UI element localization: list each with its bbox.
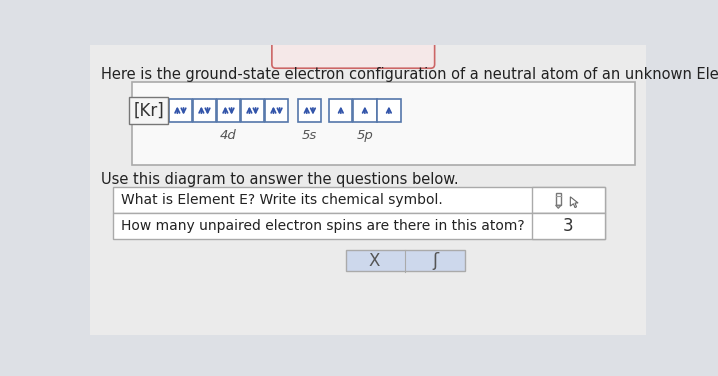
Bar (353, 99, 376, 122)
Bar (345, 250, 465, 271)
Polygon shape (556, 205, 561, 208)
Text: 5p: 5p (357, 129, 373, 142)
Text: ʃ: ʃ (433, 252, 439, 270)
Bar (132, 82, 635, 165)
Bar (377, 99, 401, 122)
Bar (217, 99, 240, 122)
Text: What is Element E? Write its chemical symbol.: What is Element E? Write its chemical sy… (121, 193, 442, 207)
FancyBboxPatch shape (272, 30, 434, 68)
Bar (265, 99, 288, 122)
Bar (556, 193, 561, 205)
Bar (193, 99, 216, 122)
Text: 3: 3 (563, 217, 574, 235)
Bar (531, 187, 605, 213)
Text: 4d: 4d (220, 129, 237, 142)
Bar (113, 213, 605, 239)
Text: Here is the ground-state electron configuration of a neutral atom of an unknown : Here is the ground-state electron config… (101, 67, 718, 82)
Polygon shape (570, 197, 578, 208)
Bar (298, 99, 322, 122)
Text: [Kr]: [Kr] (134, 102, 164, 120)
Bar (330, 99, 353, 122)
Bar (241, 99, 264, 122)
Bar (169, 99, 192, 122)
Bar (113, 187, 605, 213)
Text: 5s: 5s (302, 129, 317, 142)
Text: How many unpaired electron spins are there in this atom?: How many unpaired electron spins are the… (121, 219, 524, 233)
Bar (531, 213, 605, 239)
Text: Use this diagram to answer the questions below.: Use this diagram to answer the questions… (101, 172, 458, 187)
Text: X: X (369, 252, 381, 270)
